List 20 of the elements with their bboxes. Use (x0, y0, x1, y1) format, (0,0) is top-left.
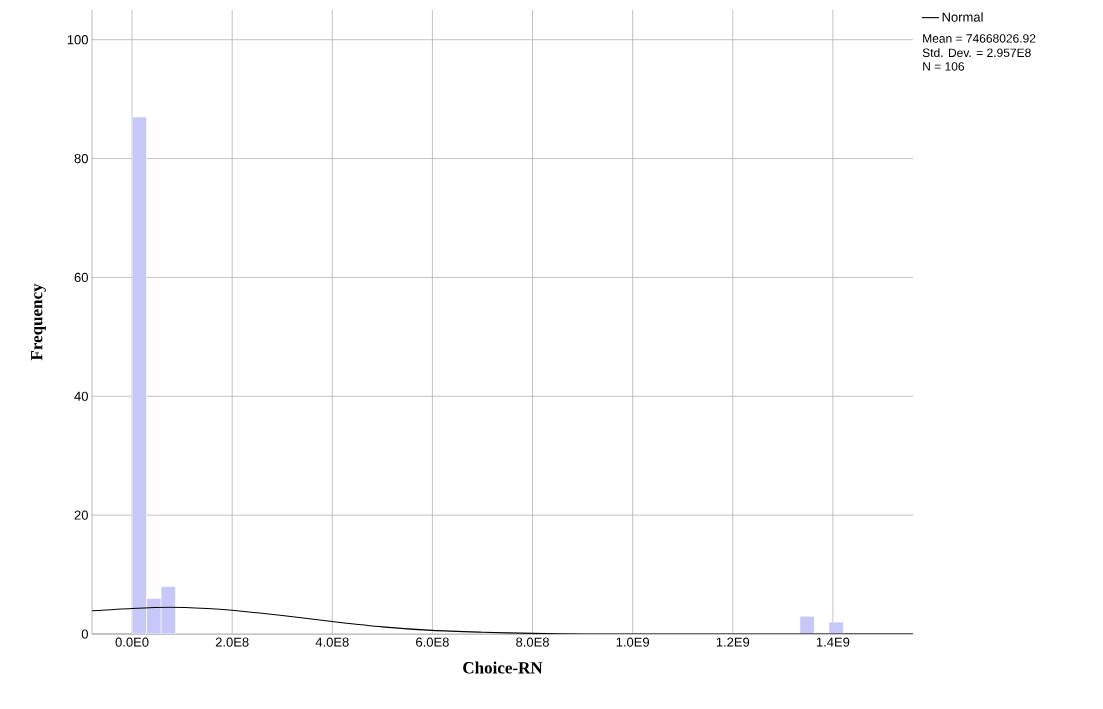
text: N = 106 (923, 62, 965, 71)
text: Mean = 74668026.92 (923, 34, 1036, 43)
y-tick-label: 0 (81, 629, 88, 639)
x-tick-label: 1.4E9 (816, 637, 850, 647)
y-axis-title: Frequency (31, 283, 46, 361)
x-tick-label: 4.0E8 (315, 637, 349, 647)
y-tick-label: 20 (74, 510, 88, 520)
x-tick-label: 0.0E0 (115, 637, 149, 647)
legend-label: Normal (942, 12, 983, 22)
y-tick-label: 60 (74, 272, 88, 283)
y-tick-label: 100 (67, 35, 88, 45)
y-tick-label: 40 (74, 391, 88, 401)
x-tick-label: 6.0E8 (416, 637, 449, 647)
x-axis-title: Choice-RN (463, 661, 543, 674)
x-tick-label: 2.0E8 (215, 637, 249, 647)
text: Std. Dev. = 2.957E8 (922, 48, 1031, 57)
x-tick-label: 1.0E9 (616, 637, 650, 647)
x-tick-label: 1.2E9 (716, 637, 750, 647)
y-tick-label: 80 (74, 153, 88, 164)
x-tick-label: 8.0E8 (516, 637, 549, 647)
